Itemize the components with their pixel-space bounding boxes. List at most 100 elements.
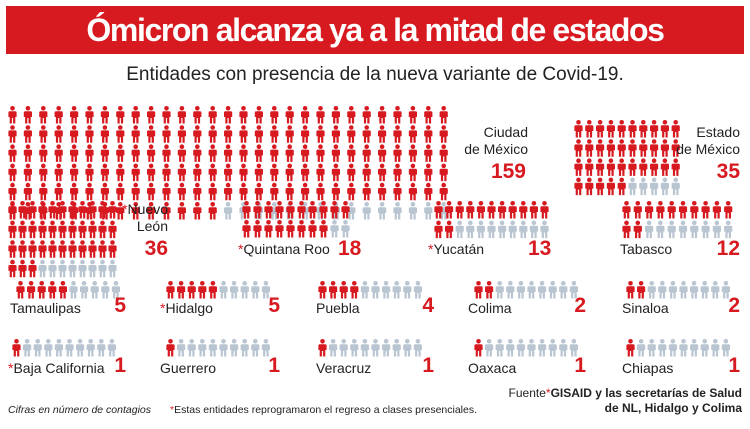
person-icon	[177, 144, 186, 162]
person-icon	[439, 163, 448, 182]
person-icon	[424, 144, 433, 162]
person-icon	[724, 201, 733, 219]
person-icon	[596, 177, 605, 196]
entity-label: Guerrero	[160, 360, 216, 377]
person-icon	[700, 339, 709, 357]
person-icon	[466, 220, 475, 239]
person-icon	[54, 163, 63, 182]
person-icon	[424, 163, 433, 182]
person-icon	[392, 339, 401, 357]
person-icon	[23, 182, 32, 201]
person-icon	[316, 106, 325, 124]
person-icon	[350, 339, 359, 357]
person-icon	[90, 281, 99, 299]
unit-note: Cifras en número de contagios	[8, 404, 151, 416]
pictograph-puebla	[318, 281, 422, 299]
person-icon	[508, 220, 517, 239]
person-icon	[224, 125, 233, 143]
person-icon	[131, 202, 140, 220]
person-icon	[8, 240, 17, 258]
person-icon	[712, 201, 721, 219]
person-icon	[378, 144, 387, 162]
entity-label-line-1: Ciudad	[464, 124, 528, 141]
person-icon	[100, 144, 109, 162]
person-icon	[574, 158, 583, 176]
entity-label-line-1: Guerrero	[160, 360, 216, 377]
person-icon	[131, 144, 140, 162]
person-icon	[193, 125, 202, 143]
person-icon	[647, 281, 656, 299]
person-icon	[177, 106, 186, 124]
entity-label-line-1: Chiapas	[622, 360, 673, 377]
person-icon	[626, 281, 635, 299]
person-icon	[166, 339, 175, 357]
person-icon	[445, 201, 454, 219]
person-icon	[678, 220, 688, 239]
person-icon	[434, 201, 443, 219]
person-icon	[690, 281, 699, 299]
entity-label: *Hidalgo	[160, 300, 213, 317]
person-icon	[378, 106, 387, 124]
person-icon	[162, 163, 171, 182]
person-icon	[162, 106, 171, 124]
person-icon	[628, 139, 637, 157]
person-icon	[187, 281, 196, 299]
person-icon	[474, 281, 483, 299]
person-icon	[403, 339, 412, 357]
entity-label-line-1: Estado	[676, 124, 740, 141]
person-icon	[650, 177, 659, 196]
person-icon	[131, 106, 140, 124]
person-icon	[116, 106, 125, 124]
person-icon	[466, 201, 475, 219]
person-icon	[38, 259, 47, 278]
person-icon	[527, 281, 536, 299]
person-icon	[58, 240, 67, 258]
person-icon	[44, 339, 53, 357]
person-icon	[538, 339, 547, 357]
person-icon	[85, 125, 94, 143]
source-line-1: Fuente*GISAID y las secretarías de Salud	[509, 386, 742, 401]
person-icon	[393, 125, 402, 143]
person-icon	[724, 220, 733, 239]
person-icon	[617, 139, 626, 157]
person-icon	[239, 163, 248, 182]
pictograph-sinaloa	[626, 281, 730, 299]
asterisk-mark: *	[428, 241, 434, 257]
person-icon	[39, 106, 48, 124]
person-icon	[270, 106, 279, 124]
person-icon	[628, 158, 637, 176]
person-icon	[679, 339, 688, 357]
person-icon	[208, 125, 217, 143]
person-icon	[39, 182, 48, 201]
person-icon	[622, 201, 631, 219]
person-icon	[162, 125, 171, 143]
person-icon	[474, 339, 483, 357]
person-icon	[660, 177, 669, 196]
person-icon	[23, 106, 32, 124]
person-icon	[147, 182, 156, 201]
person-icon	[224, 163, 233, 182]
asterisk-note-text: Estas entidades reprogramaron el regreso…	[174, 404, 478, 416]
pictograph-oaxaca	[474, 339, 578, 357]
person-icon	[101, 281, 110, 299]
person-icon	[297, 201, 306, 219]
entity-value: 4	[422, 294, 434, 317]
person-icon	[647, 339, 656, 357]
person-icon	[527, 339, 536, 357]
person-icon	[596, 139, 605, 157]
person-icon	[8, 259, 17, 278]
person-icon	[476, 201, 485, 219]
person-icon	[8, 163, 17, 182]
person-icon	[23, 144, 32, 162]
person-icon	[208, 106, 217, 124]
person-icon	[393, 144, 402, 162]
person-icon	[308, 220, 317, 238]
entity-label-line-1: Oaxaca	[468, 360, 516, 377]
person-icon	[519, 201, 528, 219]
person-icon	[585, 139, 594, 157]
entity-name: Chiapas	[622, 360, 674, 376]
person-icon	[147, 106, 156, 124]
person-icon	[585, 158, 594, 176]
person-icon	[198, 339, 207, 357]
person-icon	[658, 281, 667, 299]
